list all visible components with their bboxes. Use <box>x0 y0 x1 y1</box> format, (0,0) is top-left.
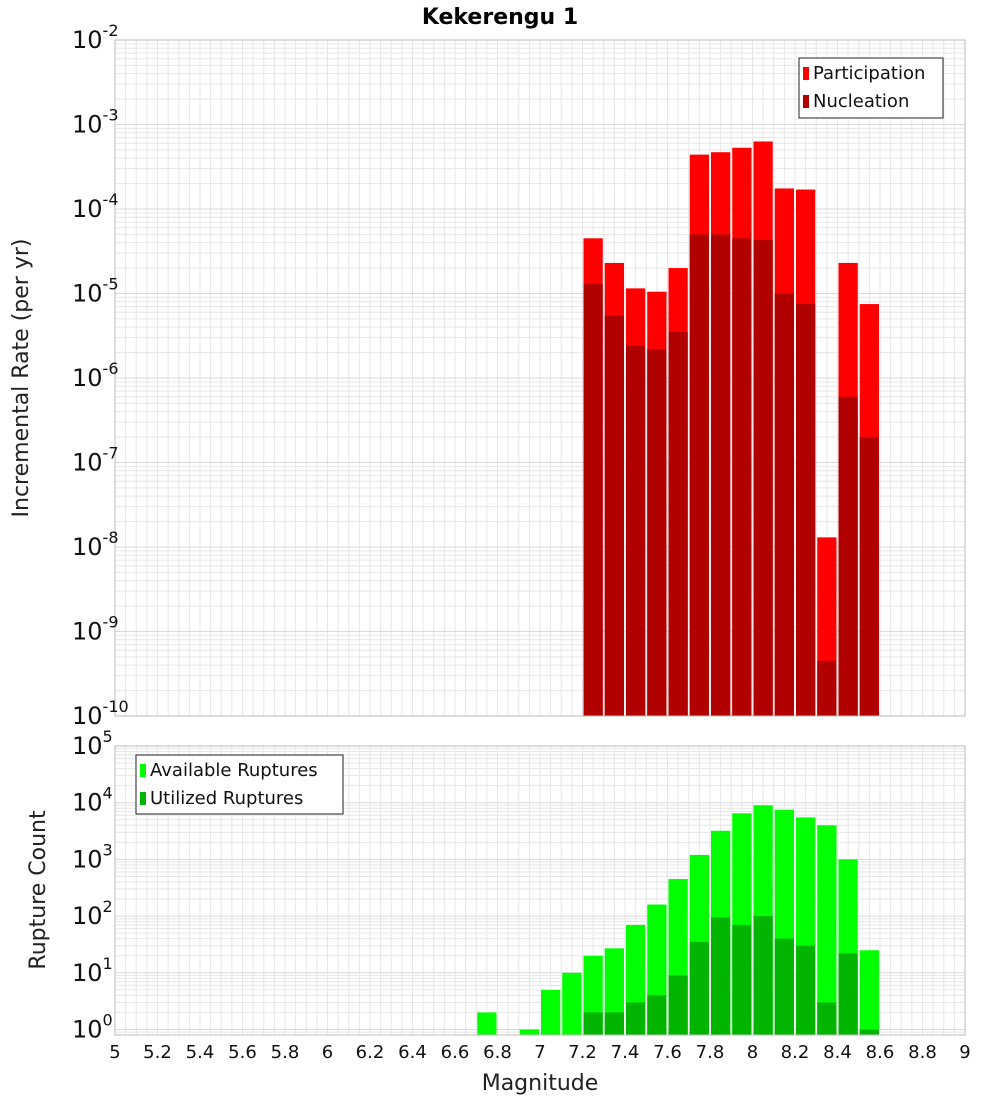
bar-utilized-ruptures <box>626 1002 646 1035</box>
bar-utilized-ruptures <box>817 1002 837 1035</box>
bar-nucleation <box>689 234 709 717</box>
bar-nucleation <box>647 349 667 716</box>
bar-nucleation <box>796 304 816 716</box>
bar-utilized-ruptures <box>796 945 816 1035</box>
bar-utilized-ruptures <box>647 995 667 1035</box>
bar-nucleation <box>817 660 837 716</box>
x-tick-label: 8.2 <box>781 1042 810 1063</box>
y-tick-label: 101 <box>72 954 113 987</box>
y-tick-label: 10-9 <box>72 613 119 646</box>
legend-label: Nucleation <box>813 91 909 112</box>
y-tick-label: 10-8 <box>72 528 119 561</box>
legend-swatch-participation <box>803 67 809 80</box>
bar-available-ruptures <box>562 972 582 1035</box>
x-tick-label: 8.6 <box>866 1042 895 1063</box>
x-tick-label: 9 <box>959 1042 970 1063</box>
y-tick-label: 105 <box>72 727 113 760</box>
bar-utilized-ruptures <box>689 941 709 1035</box>
bar-utilized-ruptures <box>732 924 752 1035</box>
bar-available-ruptures <box>817 825 837 1035</box>
x-tick-label: 8.8 <box>908 1042 937 1063</box>
bar-nucleation <box>604 315 624 716</box>
count-y-ticks: 100 101 102 103 104 105 <box>72 727 113 1044</box>
bar-nucleation <box>859 437 879 716</box>
y-tick-label: 10-4 <box>72 190 119 223</box>
bar-utilized-ruptures <box>583 1012 603 1035</box>
x-tick-label: 6.6 <box>441 1042 470 1063</box>
x-tick-label: 5.2 <box>143 1042 172 1063</box>
legend-swatch-utilized-ruptures <box>140 792 146 805</box>
x-tick-label: 7.8 <box>696 1042 725 1063</box>
rate-series-nucleation <box>583 234 879 717</box>
count-panel: 100 101 102 103 104 105 Available Ruptures Util… <box>72 727 966 1044</box>
y-tick-label: 10-2 <box>72 21 119 54</box>
rate-legend: Participation Nucleation <box>798 57 944 119</box>
y-tick-label: 104 <box>72 784 113 817</box>
bar-nucleation <box>753 239 773 716</box>
bar-available-ruptures <box>541 989 561 1035</box>
y-tick-label: 103 <box>72 840 113 873</box>
legend-label: Participation <box>813 63 925 84</box>
x-tick-label: 6 <box>322 1042 333 1063</box>
bar-utilized-ruptures <box>668 975 688 1035</box>
x-tick-label: 7.2 <box>568 1042 597 1063</box>
x-tick-label: 7.6 <box>653 1042 682 1063</box>
x-tick-label: 7.4 <box>611 1042 640 1063</box>
count-frame <box>114 745 966 1036</box>
legend-label: Available Ruptures <box>150 760 318 781</box>
x-tick-label: 5.6 <box>228 1042 257 1063</box>
x-tick-label: 7 <box>534 1042 545 1063</box>
x-tick-label: 5.4 <box>186 1042 215 1063</box>
y-tick-label: 10-7 <box>72 444 119 477</box>
bar-utilized-ruptures <box>753 916 773 1035</box>
x-tick-label: 8 <box>747 1042 758 1063</box>
x-tick-label: 6.8 <box>483 1042 512 1063</box>
rate-frame <box>114 39 966 717</box>
bar-nucleation <box>711 234 731 717</box>
rate-panel: 10-10 10-9 10-8 10-7 10-6 10-5 10-4 10-3 10-2 Par… <box>72 21 966 730</box>
y-tick-label: 100 <box>72 1011 113 1044</box>
bar-nucleation <box>626 345 646 716</box>
x-ticks: 5 5.2 5.4 5.6 5.8 6 6.2 6.4 6.6 6.8 7 7.2 7.4 7.6 7.8 8… <box>109 1042 970 1063</box>
bar-utilized-ruptures <box>838 953 858 1035</box>
legend-swatch-nucleation <box>803 95 809 108</box>
legend-box <box>798 57 944 119</box>
y-tick-label: 10-6 <box>72 359 119 392</box>
y-tick-label: 102 <box>72 897 113 930</box>
bar-utilized-ruptures <box>774 938 794 1035</box>
x-tick-label: 5.8 <box>271 1042 300 1063</box>
bar-utilized-ruptures <box>711 917 731 1035</box>
bar-nucleation <box>668 332 688 716</box>
bar-available-ruptures <box>859 950 879 1035</box>
count-legend: Available Ruptures Utilized Ruptures <box>135 754 344 815</box>
x-tick-label: 6.4 <box>398 1042 427 1063</box>
legend-box <box>135 754 344 815</box>
bar-nucleation <box>732 238 752 717</box>
bar-nucleation <box>774 293 794 716</box>
count-series-utilized-ruptures <box>583 916 879 1035</box>
legend-swatch-available-ruptures <box>140 764 146 777</box>
x-tick-label: 6.2 <box>356 1042 385 1063</box>
rate-y-ticks: 10-10 10-9 10-8 10-7 10-6 10-5 10-4 10-3 10-2 <box>72 21 129 730</box>
y-tick-label: 10-5 <box>72 275 119 308</box>
rate-grid <box>114 39 966 717</box>
x-tick-label: 5 <box>109 1042 120 1063</box>
y-tick-label: 10-10 <box>72 697 129 730</box>
bar-utilized-ruptures <box>604 1012 624 1035</box>
bar-available-ruptures <box>519 1029 539 1035</box>
top-y-axis-label: Incremental Rate (per yr) <box>9 239 34 518</box>
legend-label: Utilized Ruptures <box>150 788 303 809</box>
chart-title: Kekerengu 1 <box>422 5 578 30</box>
bar-nucleation <box>838 396 858 716</box>
bar-utilized-ruptures <box>859 1029 879 1035</box>
x-axis-label: Magnitude <box>482 1071 599 1096</box>
y-tick-label: 10-3 <box>72 106 119 139</box>
bottom-y-axis-label: Rupture Count <box>26 810 51 970</box>
bar-available-ruptures <box>477 1012 497 1035</box>
bar-nucleation <box>583 283 603 716</box>
x-tick-label: 8.4 <box>823 1042 852 1063</box>
